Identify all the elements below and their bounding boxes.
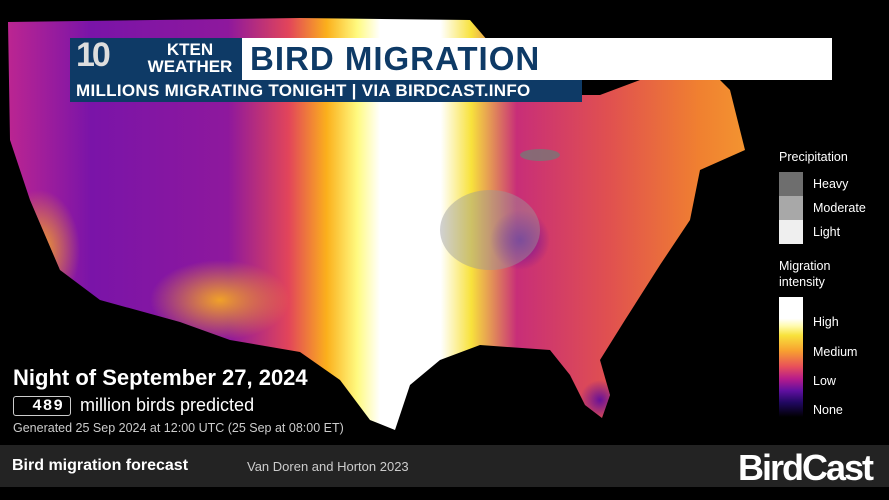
swatch-moderate	[779, 196, 803, 220]
intensity-medium: Medium	[813, 345, 858, 359]
intensity-colorbar	[779, 297, 803, 417]
intensity-title-1: Migration	[779, 259, 831, 273]
logo-number: 10	[76, 36, 111, 74]
swatch-heavy	[779, 172, 803, 196]
page-title: BIRD MIGRATION	[242, 38, 832, 80]
footer-title: Bird migration forecast	[12, 457, 189, 474]
precip-moderate: Moderate	[813, 201, 866, 215]
intensity-high: High	[813, 315, 839, 329]
logo-line-2: WEATHER	[147, 57, 233, 76]
generated-time: Generated 25 Sep 2024 at 12:00 UTC (25 S…	[13, 421, 344, 435]
bird-count-label: million birds predicted	[80, 395, 255, 415]
subtitle: MILLIONS MIGRATING TONIGHT | VIA BIRDCAS…	[70, 80, 582, 102]
swatch-light	[779, 220, 803, 244]
footer: Bird migration forecast Van Doren and Ho…	[0, 445, 889, 488]
forecast-night: Night of September 27, 2024	[13, 365, 308, 390]
precip-title: Precipitation	[779, 150, 848, 164]
precip-heavy: Heavy	[813, 177, 849, 191]
kten-logo: 10 KTEN WEATHER	[70, 36, 242, 80]
intensity-low: Low	[813, 374, 836, 388]
intensity-title-2: intensity	[779, 275, 825, 289]
bird-count: 489	[13, 396, 71, 416]
logo-line-1: KTEN	[166, 40, 214, 59]
footer-citation: Van Doren and Horton 2023	[247, 459, 409, 474]
birdcast-logo: BirdCast	[738, 447, 874, 488]
intensity-none: None	[813, 403, 843, 417]
precip-light: Light	[813, 225, 841, 239]
